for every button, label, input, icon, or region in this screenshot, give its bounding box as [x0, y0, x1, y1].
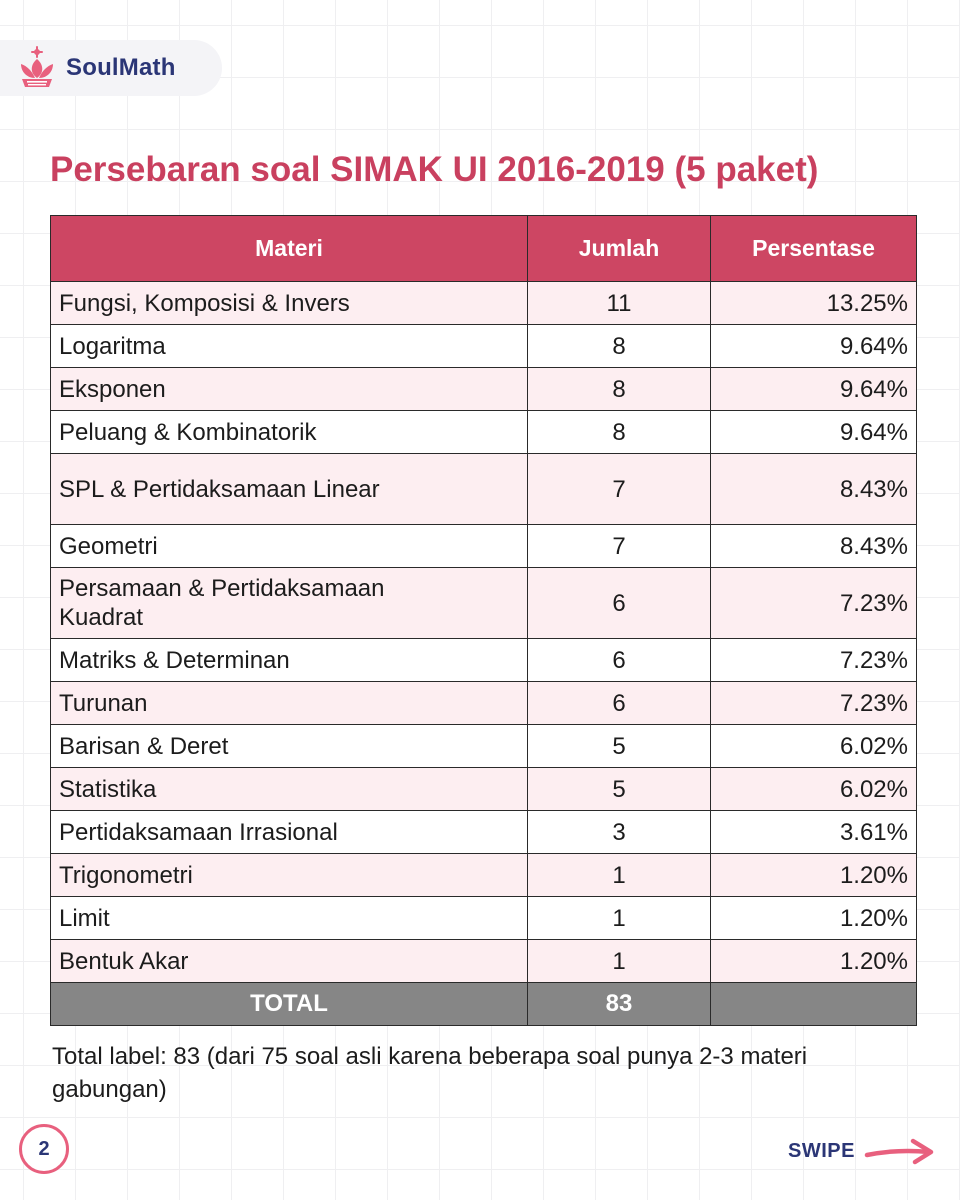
cell-jumlah: 7 [527, 453, 711, 525]
table-row: Trigonometri 1 1.20% [50, 853, 917, 897]
cell-persentase: 9.64% [710, 410, 917, 454]
cell-materi: Bentuk Akar [50, 939, 528, 983]
table-row: Turunan 6 7.23% [50, 681, 917, 725]
table-row: Matriks & Determinan 6 7.23% [50, 638, 917, 682]
cell-jumlah: 8 [527, 324, 711, 368]
cell-jumlah: 1 [527, 896, 711, 940]
brand-header: SoulMath [0, 40, 222, 96]
cell-jumlah: 5 [527, 767, 711, 811]
cell-jumlah: 11 [527, 281, 711, 325]
cell-jumlah: 6 [527, 567, 711, 639]
cell-jumlah: 8 [527, 410, 711, 454]
swipe-hint: SWIPE [788, 1136, 937, 1166]
cell-jumlah: 6 [527, 638, 711, 682]
page-number: 2 [38, 1137, 50, 1160]
cell-persentase: 13.25% [710, 281, 917, 325]
cell-jumlah: 7 [527, 524, 711, 568]
cell-jumlah: 3 [527, 810, 711, 854]
table-row: Peluang & Kombinatorik 8 9.64% [50, 410, 917, 454]
header-materi: Materi [50, 215, 528, 282]
swipe-label: SWIPE [788, 1139, 855, 1162]
cell-persentase: 6.02% [710, 767, 917, 811]
cell-jumlah: 1 [527, 853, 711, 897]
cell-persentase: 1.20% [710, 939, 917, 983]
table-header-row: Materi Jumlah Persentase [50, 215, 917, 282]
page-title: Persebaran soal SIMAK UI 2016-2019 (5 pa… [50, 150, 819, 189]
cell-materi: Matriks & Determinan [50, 638, 528, 682]
table-row: Persamaan & Pertidaksamaan Kuadrat 6 7.2… [50, 567, 917, 639]
page-number-badge: 2 [19, 1124, 69, 1174]
total-persentase [710, 982, 917, 1026]
total-jumlah: 83 [527, 982, 711, 1026]
cell-jumlah: 5 [527, 724, 711, 768]
cell-persentase: 8.43% [710, 453, 917, 525]
cell-persentase: 7.23% [710, 681, 917, 725]
cell-materi: Statistika [50, 767, 528, 811]
table-row: Barisan & Deret 5 6.02% [50, 724, 917, 768]
cell-materi: Turunan [50, 681, 528, 725]
table-row: Limit 1 1.20% [50, 896, 917, 940]
total-label: TOTAL [50, 982, 528, 1026]
distribution-table: Materi Jumlah Persentase Fungsi, Komposi… [50, 215, 917, 1026]
header-persentase: Persentase [710, 215, 917, 282]
cell-jumlah: 1 [527, 939, 711, 983]
cell-materi: Peluang & Kombinatorik [50, 410, 528, 454]
footnote: Total label: 83 (dari 75 soal asli karen… [52, 1043, 808, 1103]
cell-materi: Eksponen [50, 367, 528, 411]
cell-materi: Fungsi, Komposisi & Invers [50, 281, 528, 325]
cell-materi: Persamaan & Pertidaksamaan Kuadrat [50, 567, 528, 639]
cell-jumlah: 6 [527, 681, 711, 725]
cell-persentase: 6.02% [710, 724, 917, 768]
table-row: Logaritma 8 9.64% [50, 324, 917, 368]
table-row: Pertidaksamaan Irrasional 3 3.61% [50, 810, 917, 854]
arrow-right-icon [864, 1138, 934, 1165]
cell-materi: SPL & Pertidaksamaan Linear [50, 453, 528, 525]
table-row: Geometri 7 8.43% [50, 524, 917, 568]
table-row: SPL & Pertidaksamaan Linear 7 8.43% [50, 453, 917, 525]
cell-persentase: 1.20% [710, 853, 917, 897]
cell-materi: Barisan & Deret [50, 724, 528, 768]
cell-materi: Pertidaksamaan Irrasional [50, 810, 528, 854]
cell-materi: Trigonometri [50, 853, 528, 897]
cell-persentase: 8.43% [710, 524, 917, 568]
table-row: Eksponen 8 9.64% [50, 367, 917, 411]
table-row: Fungsi, Komposisi & Invers 11 13.25% [50, 281, 917, 325]
cell-materi: Logaritma [50, 324, 528, 368]
cell-materi: Limit [50, 896, 528, 940]
table-row: Bentuk Akar 1 1.20% [50, 939, 917, 983]
cell-persentase: 9.64% [710, 324, 917, 368]
cell-persentase: 1.20% [710, 896, 917, 940]
lotus-icon [21, 46, 53, 87]
header-jumlah: Jumlah [527, 215, 711, 282]
cell-materi: Geometri [50, 524, 528, 568]
table-row: Statistika 5 6.02% [50, 767, 917, 811]
total-row: TOTAL 83 [50, 982, 917, 1026]
cell-persentase: 7.23% [710, 567, 917, 639]
cell-persentase: 3.61% [710, 810, 917, 854]
cell-jumlah: 8 [527, 367, 711, 411]
brand-name: SoulMath [66, 54, 176, 81]
cell-persentase: 9.64% [710, 367, 917, 411]
cell-persentase: 7.23% [710, 638, 917, 682]
